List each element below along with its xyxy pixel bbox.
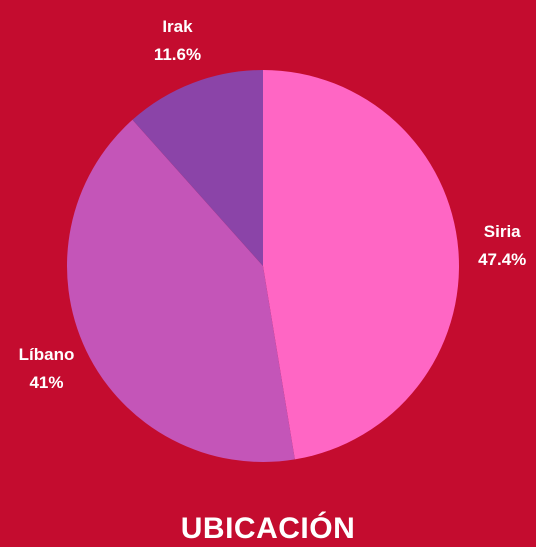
slice-value-label: 41%	[29, 373, 63, 392]
pie-slice	[263, 70, 459, 460]
slice-label: Siria	[484, 222, 521, 241]
slice-value-label: 11.6%	[154, 45, 201, 64]
pie-slice	[132, 70, 263, 266]
chart-title: UBICACIÓN	[181, 511, 356, 545]
slice-label: Irak	[162, 17, 193, 36]
slice-label: Líbano	[19, 345, 75, 364]
slice-value-label: 47.4%	[478, 250, 526, 269]
pie-slice	[67, 119, 295, 462]
